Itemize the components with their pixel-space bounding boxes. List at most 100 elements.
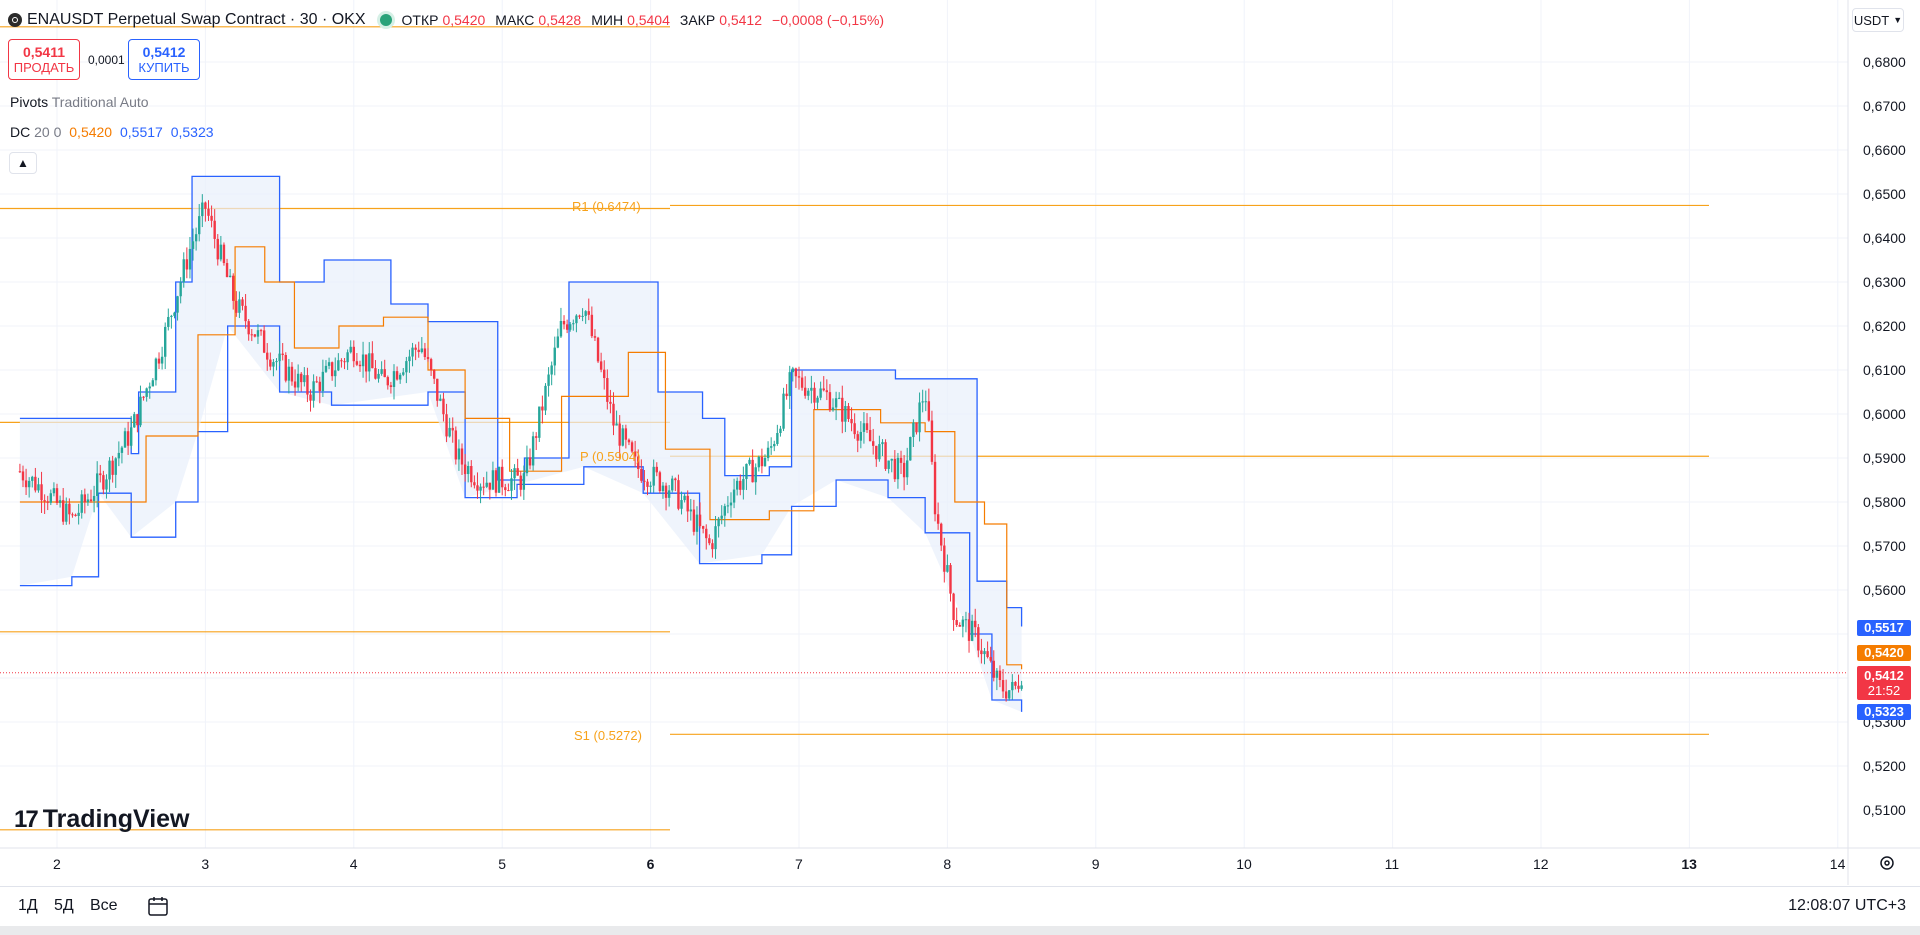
candle-body <box>238 299 241 313</box>
candle-body <box>785 393 788 397</box>
candle-body <box>61 500 65 522</box>
ohlc-close-label: ЗАКР <box>679 12 716 28</box>
candle-body <box>683 495 686 501</box>
last-price-tag: 0,5412 21:52 <box>1857 666 1911 700</box>
candle-body <box>593 336 597 338</box>
donchian-lower-line <box>19 325 1023 712</box>
candle-body <box>117 452 121 459</box>
market-open-icon <box>379 14 392 26</box>
candle-body <box>544 385 547 411</box>
candle-body <box>674 478 677 481</box>
candle-body <box>572 323 575 325</box>
candle-body <box>745 463 748 480</box>
candle-body <box>306 375 309 395</box>
candle-body <box>300 373 303 383</box>
candle-body <box>318 381 321 392</box>
candle-body <box>439 398 442 401</box>
time-tick-label: 12 <box>1533 856 1549 872</box>
candle-body <box>714 526 717 550</box>
candle-body <box>581 315 584 317</box>
pivots-legend[interactable]: Pivots Traditional Auto <box>10 94 149 110</box>
candle-body <box>405 361 408 373</box>
candle-body <box>791 368 795 373</box>
candle-body <box>154 358 158 381</box>
candle-body <box>179 282 182 297</box>
candle-body <box>148 386 151 389</box>
candle-body <box>587 311 590 315</box>
candle-body <box>729 502 733 506</box>
candle-body <box>185 259 189 270</box>
chevron-up-icon: ▲ <box>17 156 29 170</box>
time-tick-label: 2 <box>53 856 61 872</box>
candle-body <box>368 353 371 372</box>
candle-body <box>958 625 961 627</box>
candle-body <box>386 377 390 386</box>
bottom-toolbar: 1Д 5Д Все 12:08:07 UTC+3 <box>0 886 1920 927</box>
chevron-down-icon: ▼ <box>1893 15 1903 25</box>
candle-body <box>68 503 71 515</box>
price-tick-label: 0,6700 <box>1863 98 1906 114</box>
candle-body <box>145 388 148 397</box>
candle-body <box>470 466 473 483</box>
candle-body <box>986 651 989 658</box>
candle-body <box>482 486 485 488</box>
currency-select[interactable]: USDT ▼ <box>1852 8 1904 32</box>
candle-body <box>961 619 965 627</box>
candle-body <box>411 347 414 357</box>
candle-body <box>262 330 266 353</box>
sell-button[interactable]: 0,5411 ПРОДАТЬ <box>8 39 80 80</box>
candle-body <box>995 670 999 678</box>
candle-body <box>649 485 652 487</box>
candle-body <box>309 394 312 401</box>
ohlc-close-value: 0,5412 <box>719 12 763 28</box>
candle-body <box>250 334 253 336</box>
buy-price: 0,5412 <box>142 44 186 60</box>
candle-body <box>296 373 300 388</box>
candle-body <box>473 482 476 486</box>
price-tick-label: 0,6100 <box>1863 362 1906 378</box>
candle-body <box>906 460 909 478</box>
donchian-legend[interactable]: DC 20 0 0,5420 0,5517 0,5323 <box>10 124 214 140</box>
candle-body <box>701 526 705 529</box>
date-range-icon[interactable] <box>146 895 172 919</box>
candle-body <box>46 501 49 503</box>
spread-value: 0,0001 <box>88 52 125 67</box>
candle-body <box>609 401 612 404</box>
price-tick-label: 0,5100 <box>1863 802 1906 818</box>
range-all-button[interactable]: Все <box>90 897 118 914</box>
donchian-basis-line <box>19 246 1023 670</box>
candle-body <box>872 441 875 446</box>
candle-body <box>398 374 402 380</box>
dc-params: 20 0 <box>34 124 62 140</box>
candle-body <box>244 305 247 322</box>
clock[interactable]: 12:08:07 UTC+3 <box>1788 897 1906 914</box>
price-tick-label: 0,5800 <box>1863 494 1906 510</box>
candle-body <box>788 372 791 397</box>
candle-body <box>207 208 210 216</box>
range-1d-button[interactable]: 1Д <box>18 897 38 914</box>
candle-body <box>222 244 226 264</box>
candle-body <box>878 444 881 460</box>
candle-body <box>371 353 374 369</box>
symbol-title[interactable]: ENAUSDT Perpetual Swap Contract · 30 · O… <box>27 11 366 28</box>
candle-body <box>352 346 355 362</box>
buy-button[interactable]: 0,5412 КУПИТЬ <box>128 39 200 80</box>
range-5d-button[interactable]: 5Д <box>54 897 74 914</box>
candle-body <box>157 358 161 364</box>
candle-body <box>510 478 513 491</box>
candle-body <box>946 565 949 572</box>
settings-gear-icon[interactable] <box>1876 852 1898 874</box>
candle-body <box>575 315 578 324</box>
candle-body <box>584 311 587 316</box>
tradingview-logo[interactable]: 17 TradingView <box>14 805 190 834</box>
pivots-params: Traditional Auto <box>51 94 149 110</box>
candle-body <box>86 499 90 503</box>
candle-body <box>739 480 742 490</box>
sell-label: ПРОДАТЬ <box>13 60 75 75</box>
candle-body <box>429 359 433 370</box>
candle-body <box>603 369 606 379</box>
candle-body <box>893 458 897 480</box>
collapse-legend-button[interactable]: ▲ <box>9 152 37 174</box>
candle-body <box>680 500 683 509</box>
